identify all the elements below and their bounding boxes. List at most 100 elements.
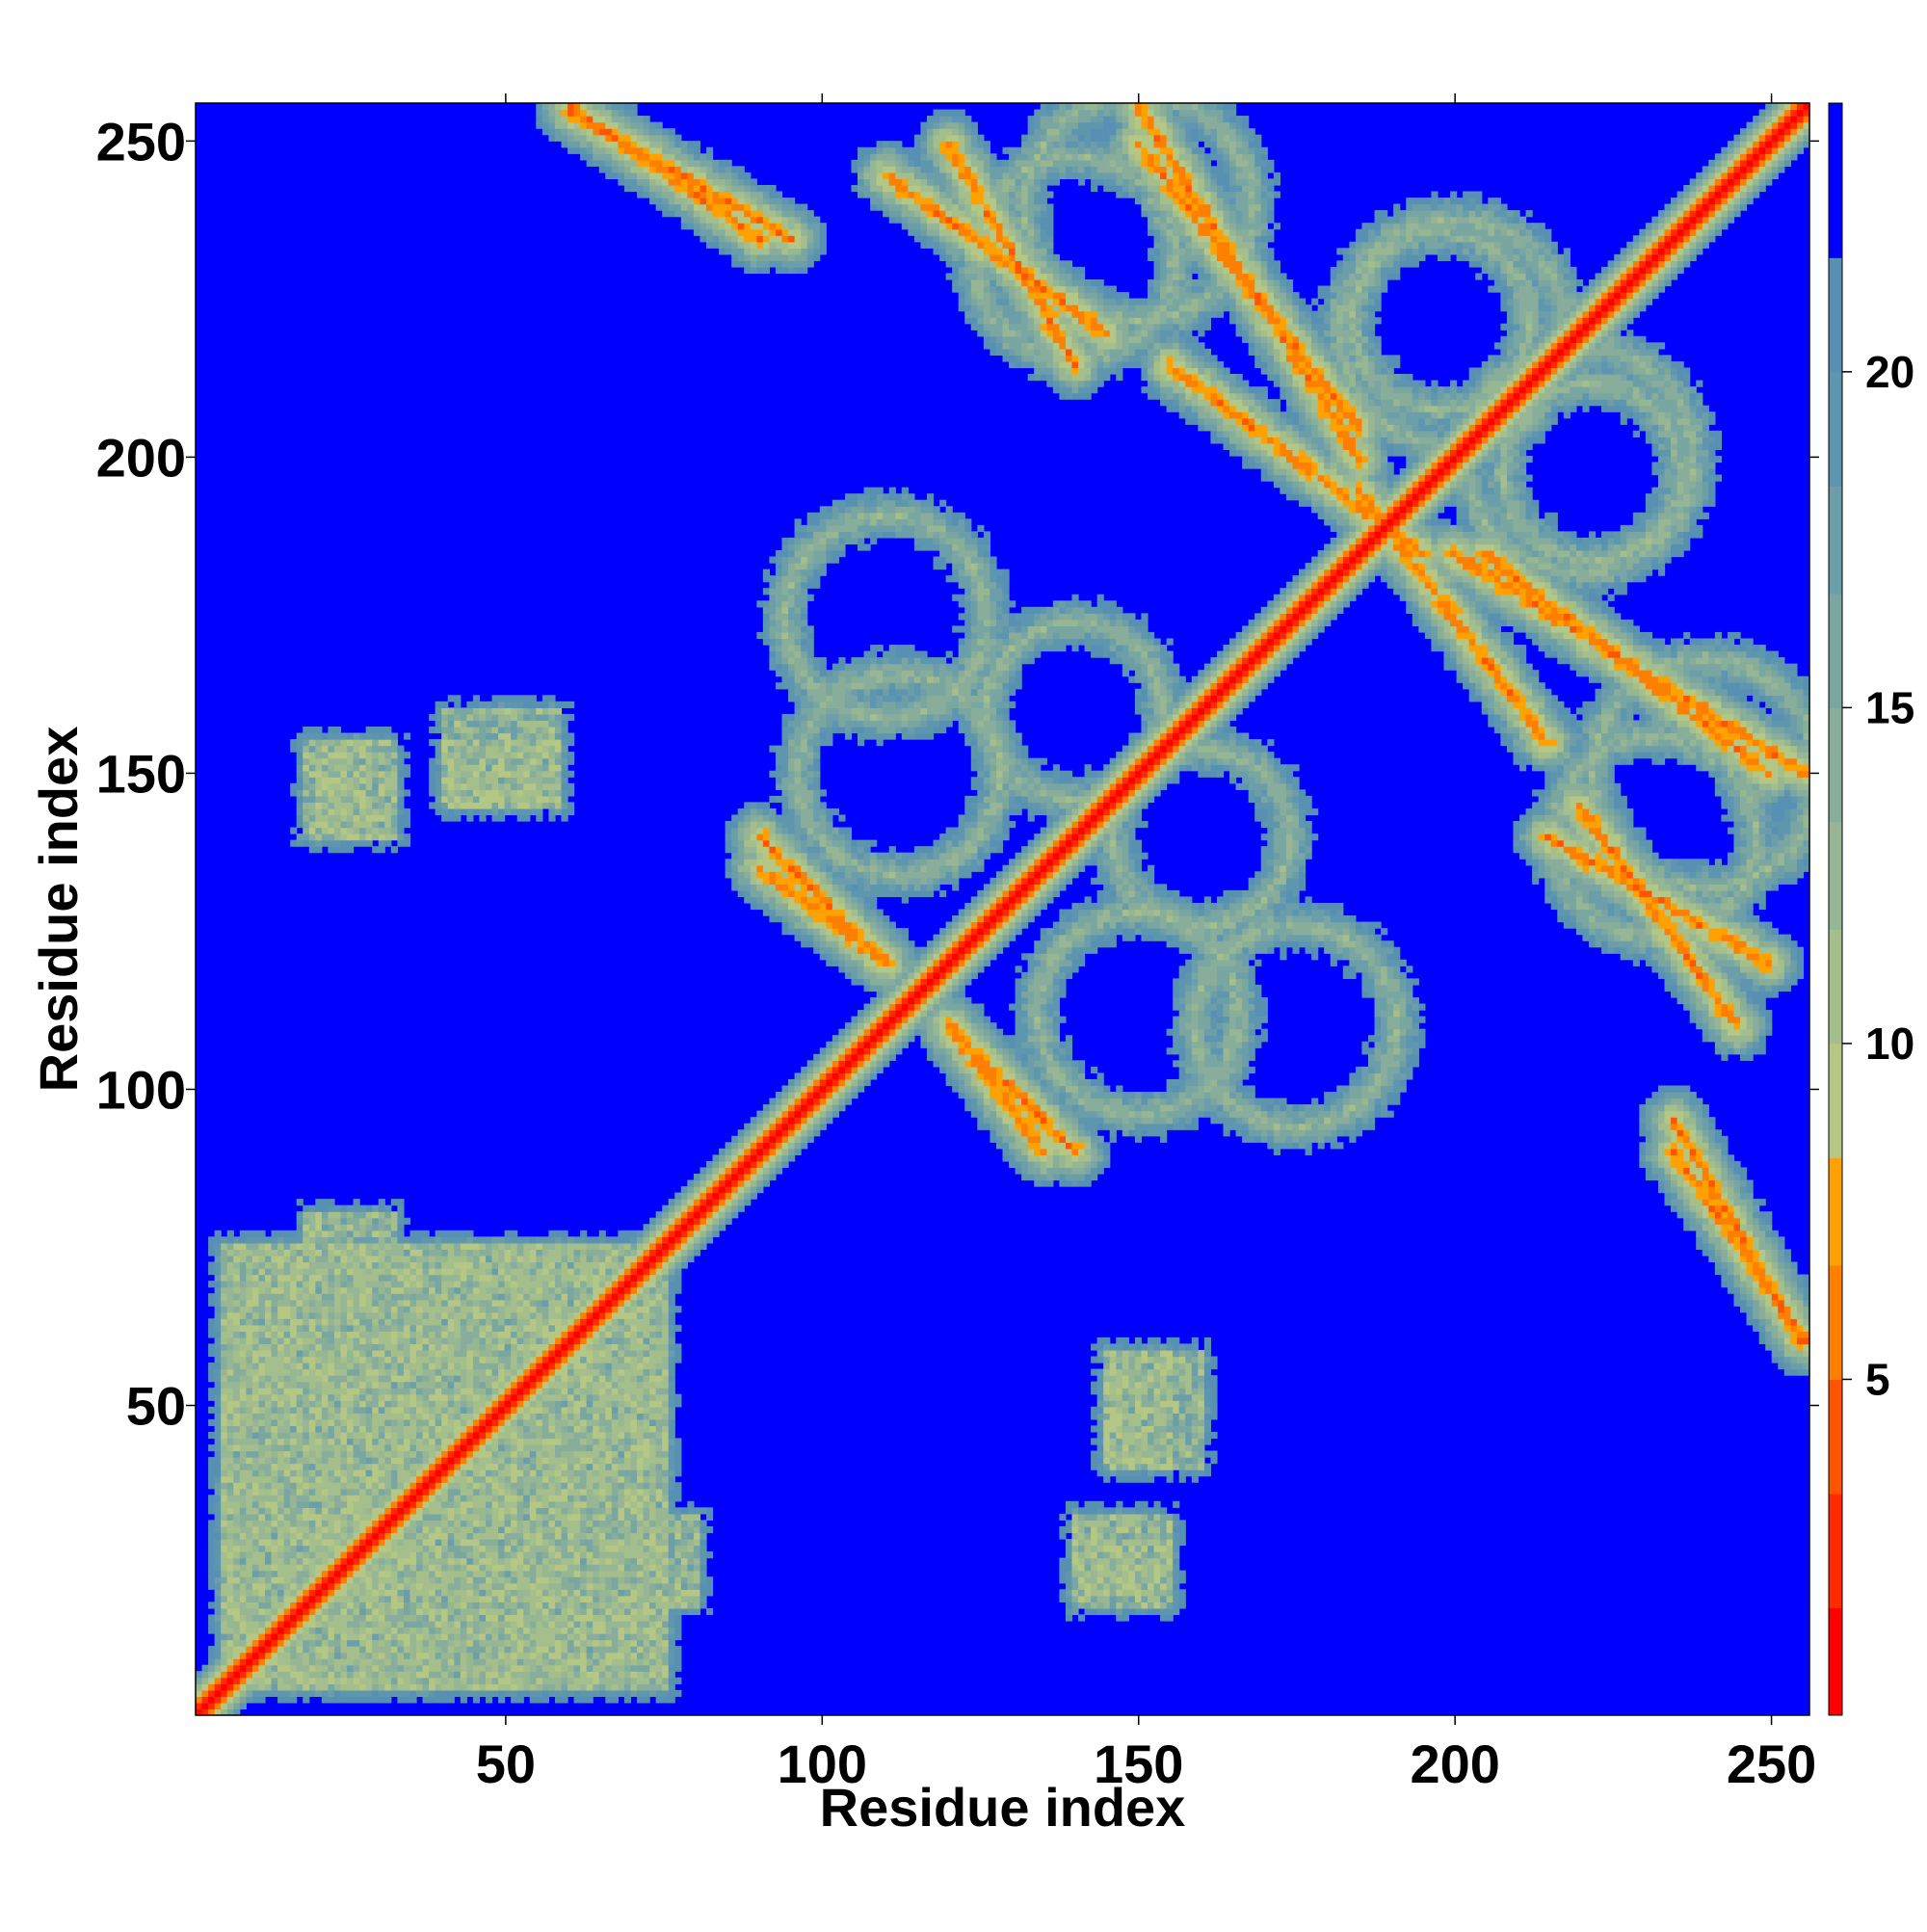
heatmap-cell-run <box>662 1576 670 1584</box>
heatmap-cell-run <box>498 1532 506 1540</box>
heatmap-cell-run <box>264 1318 273 1326</box>
heatmap-cell-run <box>221 1652 228 1659</box>
heatmap-cell-run <box>283 1589 291 1597</box>
heatmap-cell-run <box>623 1658 632 1666</box>
heatmap-cell-run <box>422 1457 430 1465</box>
heatmap-cell-run <box>296 1607 304 1616</box>
heatmap-cell-run <box>321 1696 392 1704</box>
heatmap-cell-run <box>264 1268 273 1276</box>
heatmap-cell-run <box>466 1274 474 1282</box>
heatmap-cell-run <box>523 1418 537 1426</box>
heatmap-cell-run <box>479 1375 499 1383</box>
heatmap-cell-run <box>491 1381 499 1389</box>
heatmap-cell-run <box>239 1664 247 1672</box>
heatmap-cell-run <box>655 1368 663 1376</box>
heatmap-cell-run <box>221 1689 228 1697</box>
heatmap-cell-run <box>1173 1557 1180 1565</box>
heatmap-cell-run <box>233 1438 260 1445</box>
heatmap-cell-run <box>516 1324 524 1332</box>
heatmap-cell-run <box>221 1696 228 1704</box>
heatmap-cell-run <box>1733 1286 1741 1294</box>
heatmap-cell-run <box>384 1564 392 1572</box>
heatmap-cell-run <box>693 1557 701 1565</box>
heatmap-cell-run <box>333 1400 342 1408</box>
heatmap-cell-run <box>643 1564 650 1572</box>
heatmap-cell-run <box>491 1413 499 1420</box>
heatmap-cell-run <box>466 1652 474 1659</box>
heatmap-cell-run <box>605 1500 613 1508</box>
heatmap-cell-run <box>580 1337 588 1345</box>
heatmap-cell-run <box>447 1507 455 1515</box>
heatmap-cell-run <box>593 1356 613 1363</box>
heatmap-cell-run <box>359 1532 367 1540</box>
heatmap-cell-run <box>1128 1525 1136 1534</box>
heatmap-cell-run <box>472 1406 481 1414</box>
heatmap-cell-run <box>668 1443 675 1452</box>
heatmap-cell-run <box>605 1363 613 1370</box>
heatmap-cell-run <box>1103 1450 1111 1458</box>
heatmap-cell-run <box>283 1318 291 1326</box>
heatmap-cell-run <box>1185 1431 1193 1440</box>
heatmap-cell-run <box>511 1539 518 1547</box>
heatmap-cell-run <box>643 1469 650 1477</box>
heatmap-cell-run <box>1116 1507 1123 1515</box>
heatmap-cell-run <box>208 1343 216 1351</box>
heatmap-cell-run <box>649 1595 663 1602</box>
heatmap-cell-run <box>618 1450 625 1458</box>
heatmap-cell-run <box>605 1582 613 1590</box>
heatmap-cell-run <box>283 1268 291 1276</box>
heatmap-cell-run <box>1746 1311 1754 1319</box>
heatmap-cell-run <box>511 1331 518 1338</box>
heatmap-cell-run <box>568 1268 575 1276</box>
heatmap-cell-run <box>340 1293 348 1301</box>
heatmap-cell-run <box>1084 1570 1092 1577</box>
heatmap-cell-run <box>447 1639 455 1647</box>
heatmap-cell-run <box>397 1443 411 1452</box>
heatmap-cell-run <box>1727 1286 1735 1294</box>
heatmap-cell-run <box>649 1318 657 1326</box>
heatmap-cell-run <box>321 1469 329 1477</box>
heatmap-cell-run <box>674 1349 682 1358</box>
heatmap-cell-run <box>630 1475 638 1483</box>
heatmap-cell-run <box>214 1425 222 1433</box>
heatmap-cell-run <box>315 1677 330 1684</box>
heatmap-cell-run <box>340 1400 355 1408</box>
heatmap-cell-run <box>333 1286 342 1294</box>
heatmap-cell-run <box>561 1525 568 1534</box>
heatmap-cell-run <box>674 1620 682 1628</box>
heatmap-cell-run <box>1191 1475 1199 1483</box>
heatmap-cell-run <box>308 1469 316 1477</box>
heatmap-cell-run <box>1065 1589 1073 1597</box>
heatmap-cell-run <box>271 1551 278 1559</box>
heatmap-cell-run <box>264 1551 273 1559</box>
heatmap-cell-run <box>277 1539 285 1547</box>
heatmap-cell-run <box>511 1551 518 1559</box>
heatmap-cell-run <box>208 1677 216 1684</box>
heatmap-cell-run <box>233 1413 241 1420</box>
heatmap-cell-run <box>416 1450 424 1458</box>
heatmap-cell-run <box>321 1689 329 1697</box>
heatmap-cell-run <box>1116 1557 1123 1565</box>
heatmap-cell-run <box>637 1349 645 1358</box>
heatmap-cell-run <box>296 1286 304 1294</box>
heatmap-cell-run <box>258 1500 266 1508</box>
heatmap-cell-run <box>479 1671 487 1679</box>
heatmap-cell-run <box>303 1400 310 1408</box>
heatmap-cell-run <box>1178 1413 1186 1420</box>
heatmap-cell-run <box>258 1400 266 1408</box>
heatmap-cell-run <box>328 1671 335 1679</box>
heatmap-cell-run <box>378 1368 385 1376</box>
heatmap-cell-run <box>277 1639 285 1647</box>
heatmap-cell-run <box>485 1513 493 1522</box>
heatmap-cell-run <box>1153 1413 1168 1420</box>
heatmap-cell-run <box>308 1457 316 1465</box>
heatmap-cell-run <box>1134 1343 1143 1351</box>
heatmap-cell-run <box>618 1406 625 1414</box>
heatmap-cell-run <box>233 1349 241 1358</box>
heatmap-cell-run <box>308 1614 316 1622</box>
heatmap-cell-run <box>1173 1431 1180 1440</box>
heatmap-cell-run <box>568 1652 575 1659</box>
heatmap-cell-run <box>516 1381 524 1389</box>
heatmap-cell-run <box>233 1488 241 1495</box>
heatmap-cell-run <box>233 1639 247 1647</box>
